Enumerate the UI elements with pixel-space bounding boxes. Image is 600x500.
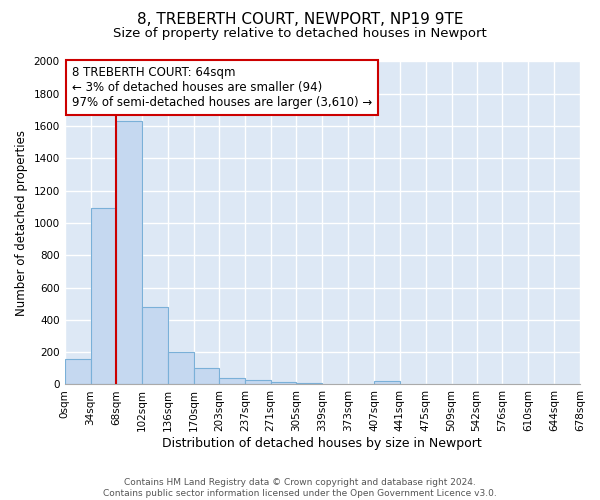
- Text: 8, TREBERTH COURT, NEWPORT, NP19 9TE: 8, TREBERTH COURT, NEWPORT, NP19 9TE: [137, 12, 463, 28]
- Text: 8 TREBERTH COURT: 64sqm
← 3% of detached houses are smaller (94)
97% of semi-det: 8 TREBERTH COURT: 64sqm ← 3% of detached…: [72, 66, 373, 110]
- Bar: [219, 378, 245, 384]
- Bar: [168, 352, 194, 384]
- Bar: [296, 383, 322, 384]
- Text: Contains HM Land Registry data © Crown copyright and database right 2024.
Contai: Contains HM Land Registry data © Crown c…: [103, 478, 497, 498]
- Bar: [245, 380, 271, 384]
- Y-axis label: Number of detached properties: Number of detached properties: [15, 130, 28, 316]
- X-axis label: Distribution of detached houses by size in Newport: Distribution of detached houses by size …: [163, 437, 482, 450]
- Bar: [142, 307, 168, 384]
- Bar: [374, 381, 400, 384]
- Bar: [194, 368, 219, 384]
- Bar: [65, 358, 91, 384]
- Bar: [91, 208, 116, 384]
- Bar: [116, 121, 142, 384]
- Bar: [271, 382, 296, 384]
- Text: Size of property relative to detached houses in Newport: Size of property relative to detached ho…: [113, 28, 487, 40]
